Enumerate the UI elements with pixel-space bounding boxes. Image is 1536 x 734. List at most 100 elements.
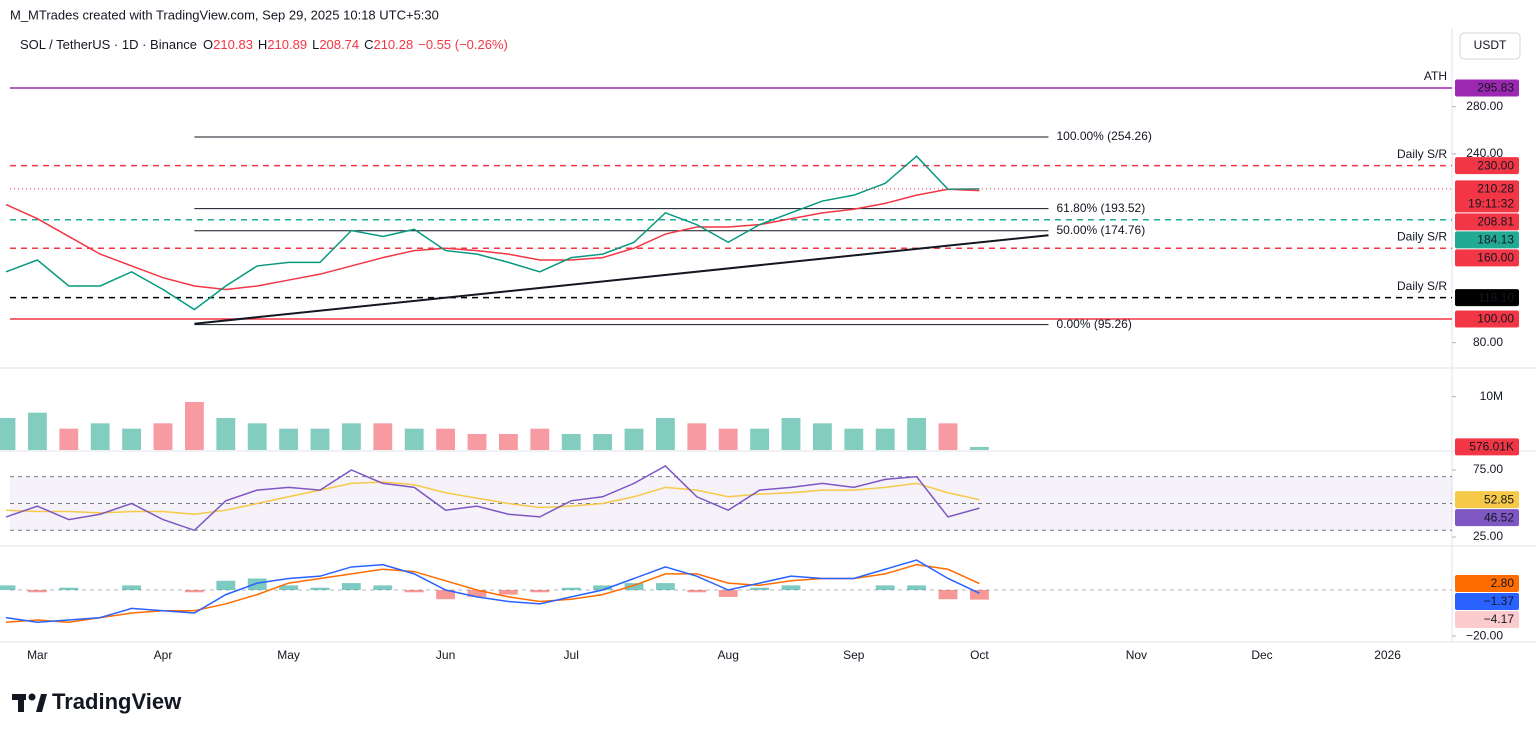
- fib-label: 100.00% (254.26): [1056, 129, 1151, 143]
- volume-bar: [530, 428, 550, 450]
- price-tag: [1455, 157, 1519, 175]
- price-tag-label: 184.13: [1477, 233, 1514, 247]
- macd-histogram-bar: [498, 590, 518, 595]
- quote-key: H: [258, 37, 267, 52]
- macd-histogram-bar: [938, 590, 958, 600]
- price-tag-label: 210.28: [1477, 182, 1514, 196]
- macd-histogram-bar: [718, 590, 738, 597]
- quote-key: O: [203, 37, 213, 52]
- attribution: M_MTrades created with TradingView.com, …: [10, 7, 439, 22]
- volume-bar: [969, 446, 989, 450]
- macd-histogram-bar: [279, 585, 299, 591]
- quote-value: 210.89: [267, 37, 307, 52]
- macd-histogram-bar: [184, 590, 204, 593]
- countdown: 19:11:32: [1468, 197, 1514, 211]
- price-tag: [1455, 180, 1519, 213]
- series-line: [5, 155, 980, 311]
- volume-bar: [781, 418, 801, 450]
- y-tick-label: 240.00: [1466, 146, 1503, 160]
- macd-histogram-bar: [875, 585, 895, 591]
- price-tag: [1455, 509, 1519, 527]
- currency-button[interactable]: [1459, 32, 1521, 60]
- price-tag: [1455, 593, 1519, 611]
- macd-histogram-bar: [750, 587, 770, 591]
- fib-label: 0.00% (95.26): [1056, 317, 1131, 331]
- volume-bar: [498, 434, 518, 450]
- currency[interactable]: USDT: [1474, 38, 1507, 52]
- price-tag: [1455, 575, 1519, 593]
- macd-histogram-bar: [781, 585, 801, 591]
- price-tag: [1455, 491, 1519, 509]
- fib-label: 61.80% (193.52): [1056, 201, 1145, 215]
- volume-bar: [938, 423, 958, 450]
- macd-histogram-bar: [27, 590, 47, 593]
- volume-bar: [718, 428, 738, 450]
- volume-bar: [404, 428, 424, 450]
- quote-change: −0.55 (−0.26%): [418, 37, 508, 52]
- volume-bar: [907, 418, 927, 450]
- volume-bar: [184, 402, 204, 450]
- x-tick-label: Jun: [436, 648, 455, 662]
- quote-key: L: [312, 37, 319, 52]
- x-tick-label: May: [277, 648, 300, 662]
- volume-bar: [279, 428, 299, 450]
- x-tick-label: Aug: [718, 648, 739, 662]
- symbol: SOL / TetherUS · 1D · Binance: [20, 37, 197, 52]
- price-tag-label: 576.01K: [1469, 440, 1514, 454]
- volume-bar: [216, 418, 236, 450]
- price-tag-label: −1.37: [1484, 594, 1515, 608]
- price-tag: [1455, 213, 1519, 231]
- macd-histogram-bar: [467, 590, 487, 597]
- volume-bar: [812, 423, 832, 450]
- volume-bar: [341, 423, 361, 450]
- quote-value: 210.83: [213, 37, 253, 52]
- volume-bar: [153, 423, 173, 450]
- macd-histogram-bar: [341, 583, 361, 591]
- macd-histogram-bar: [216, 580, 236, 591]
- quote-key: C: [364, 37, 373, 52]
- macd-histogram-bar: [436, 590, 456, 600]
- fib-label: 50.00% (174.76): [1056, 223, 1145, 237]
- price-tag-label: 2.80: [1491, 576, 1515, 590]
- y-tick-label: 75.00: [1473, 462, 1503, 476]
- volume-bar: [844, 428, 864, 450]
- volume-bar: [593, 434, 613, 450]
- volume-bar: [59, 428, 79, 450]
- y-tick-label: 280.00: [1466, 99, 1503, 113]
- level-note: ATH: [1424, 69, 1447, 83]
- price-tag: [1455, 310, 1519, 328]
- macd-histogram-bar: [687, 590, 707, 593]
- volume-bar: [561, 434, 581, 450]
- trendline: [194, 234, 1049, 325]
- logo: TradingView: [52, 689, 182, 714]
- macd-histogram-bar: [593, 585, 613, 591]
- price-tag: [1455, 79, 1519, 97]
- price-tag-label: 295.83: [1477, 81, 1514, 95]
- volume-bar: [27, 412, 47, 450]
- price-tag-label: 100.00: [1477, 312, 1514, 326]
- macd-histogram-bar: [969, 590, 989, 600]
- volume-bar: [90, 423, 110, 450]
- macd-histogram-bar: [0, 585, 16, 591]
- y-tick-label: 80.00: [1473, 335, 1503, 349]
- volume-bar: [373, 423, 393, 450]
- volume-bar: [655, 418, 675, 450]
- level-note: Daily S/R: [1397, 279, 1447, 293]
- price-tag: [1455, 231, 1519, 249]
- volume-bar: [875, 428, 895, 450]
- level-note: Daily S/R: [1397, 147, 1447, 161]
- price-tag-label: −4.17: [1484, 612, 1515, 626]
- volume-bar: [624, 428, 644, 450]
- symbol-header: SOL / TetherUS · 1D · Binance O210.83 H210…: [20, 37, 508, 52]
- level-note: Daily S/R: [1397, 229, 1447, 243]
- price-tag-label: 208.81: [1477, 215, 1514, 229]
- quote-value: 210.28: [373, 37, 413, 52]
- macd-histogram-bar: [122, 585, 142, 591]
- macd-histogram-bar: [530, 590, 550, 593]
- x-tick-label: 2026: [1374, 648, 1401, 662]
- quote-value: 208.74: [319, 37, 359, 52]
- volume-bar: [750, 428, 770, 450]
- macd-histogram-bar: [373, 585, 393, 591]
